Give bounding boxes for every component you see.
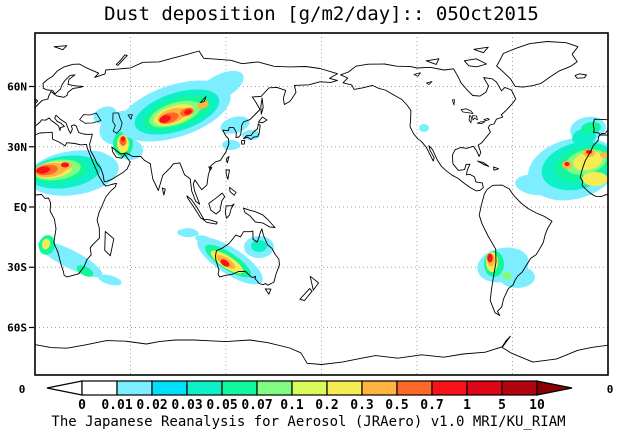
coastline-africa-west xyxy=(35,131,117,278)
colorbar-label: 0.2 xyxy=(315,398,338,413)
colorbar-segment xyxy=(256,380,293,396)
colorbar-segment xyxy=(501,380,538,396)
coastline-antarctica xyxy=(35,335,608,365)
colorbar-segment xyxy=(151,380,188,396)
dust-blob xyxy=(41,238,51,250)
dust-blob xyxy=(600,152,608,158)
colorbar-label: 0.5 xyxy=(385,398,408,413)
dust-blob xyxy=(573,151,603,171)
dust-blob xyxy=(36,166,50,174)
dust-blob xyxy=(419,124,429,132)
dust-blob xyxy=(197,100,209,110)
lat-label: 30N xyxy=(7,141,27,154)
dust-blob xyxy=(502,272,512,280)
colorbar-arrow-right xyxy=(536,380,573,396)
lon-label: 0 xyxy=(19,383,26,396)
colorbar-label: 0.7 xyxy=(420,398,443,413)
colorbar: 0 0.01 0.02 0.03 0.05 0.07 0.1 0.2 0.3 0.5 0.7 1 5 10 xyxy=(46,380,573,413)
colorbar-segment xyxy=(116,380,153,396)
dust-blob xyxy=(76,265,94,277)
colorbar-label: 0 xyxy=(78,398,86,413)
dust-blob xyxy=(582,172,608,186)
dust-blob xyxy=(251,240,267,252)
colorbar-segment xyxy=(81,380,118,396)
axis-labels: 60N 30N EQ 30S 60S 0 0 xyxy=(7,81,613,396)
colorbar-label: 5 xyxy=(498,398,506,413)
coastline-eurasia xyxy=(35,50,338,205)
dust-blob xyxy=(183,228,199,236)
colorbar-segment xyxy=(326,380,363,396)
dust-blob xyxy=(184,109,192,115)
coastline-greenland xyxy=(496,41,579,88)
colorbar-label: 0.07 xyxy=(241,398,272,413)
colorbar-segment xyxy=(361,380,398,396)
colorbar-segment xyxy=(291,380,328,396)
coastline-islands xyxy=(35,45,587,302)
dust-blob xyxy=(581,121,601,135)
dust-blob xyxy=(487,253,493,263)
lon-label: 0 xyxy=(607,383,614,396)
lakes xyxy=(79,72,490,134)
coastline-south-america xyxy=(478,184,553,316)
dust-blob xyxy=(121,136,125,142)
dust-blob xyxy=(98,274,122,286)
dust-deposition-shading xyxy=(35,70,608,288)
dust-blob xyxy=(159,115,171,123)
colorbar-label: 0.02 xyxy=(136,398,167,413)
dust-blob xyxy=(61,162,69,168)
colorbar-label: 0.03 xyxy=(171,398,202,413)
dataset-caption: The Japanese Reanalysis for Aerosol (JRA… xyxy=(51,414,566,430)
colorbar-label: 0.3 xyxy=(350,398,373,413)
map-frame xyxy=(34,32,609,376)
coastline-iberia xyxy=(592,118,608,135)
coastline-africa-east-edge xyxy=(579,134,608,198)
colorbar-segment xyxy=(396,380,433,396)
lat-label: 30S xyxy=(7,261,27,274)
lat-label: 60S xyxy=(7,321,27,334)
colorbar-label: 0.05 xyxy=(206,398,237,413)
colorbar-label: 0.1 xyxy=(280,398,304,413)
dust-blob xyxy=(220,116,250,134)
colorbar-arrow-left xyxy=(46,380,83,396)
lat-label: 60N xyxy=(7,81,27,94)
colorbar-label: 0.01 xyxy=(101,398,132,413)
coastline-australia xyxy=(215,228,280,286)
dust-blob xyxy=(222,140,240,150)
dust-blob xyxy=(93,106,117,124)
colorbar-segment xyxy=(431,380,468,396)
plot-title: Dust deposition [g/m2/day]:: 05Oct2015 xyxy=(104,3,539,25)
colorbar-label: 10 xyxy=(529,398,545,413)
colorbar-segment xyxy=(466,380,503,396)
colorbar-segment xyxy=(186,380,223,396)
coastline-north-america xyxy=(340,63,517,192)
lat-label: EQ xyxy=(14,201,28,214)
dust-blob xyxy=(564,162,570,166)
coastlines xyxy=(35,41,608,365)
colorbar-segment xyxy=(221,380,258,396)
colorbar-label: 1 xyxy=(463,398,471,413)
dust-blob xyxy=(220,259,230,267)
